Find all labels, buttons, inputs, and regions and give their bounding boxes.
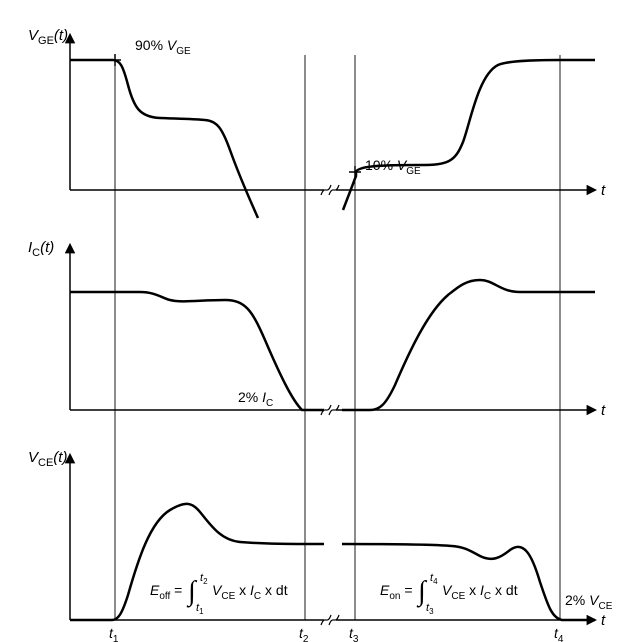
eq-eoff-lhs: Eoff = <box>150 582 182 602</box>
anno-90-vge: 90% VGE <box>135 37 191 57</box>
eq-eoff-lower: t1 <box>196 602 204 616</box>
anno-2-ic: 2% IC <box>238 389 273 409</box>
y-label-vge: VGE(t) <box>28 27 68 47</box>
anno-2-vce: 2% VCE <box>565 592 613 612</box>
x-label-t-3: t <box>601 612 606 629</box>
tick-t3: t3 <box>349 625 359 642</box>
eq-eon-lhs: Eon = <box>380 582 413 602</box>
eq-eon-upper: t4 <box>430 572 438 586</box>
vge-curve-right <box>343 60 595 210</box>
x-label-t-1: t <box>601 182 606 199</box>
eq-eoff-upper: t2 <box>200 572 208 586</box>
tick-t4: t4 <box>554 625 564 642</box>
eq-eoff-body: VCE x IC x dt <box>212 582 288 602</box>
ic-curve-right <box>342 280 595 410</box>
eq-eon-lower: t3 <box>426 602 434 616</box>
ic-curve-left <box>70 292 324 410</box>
y-label-vce: VCE(t) <box>28 449 67 469</box>
eq-eon-body: VCE x IC x dt <box>442 582 518 602</box>
waveform-diagram: VGE(t) IC(t) VCE(t) t t t 90% VGE 10% VGE 2% IC 2… <box>0 0 636 642</box>
x-label-t-2: t <box>601 402 606 419</box>
tick-t2: t2 <box>299 625 309 642</box>
vge-curve-left <box>70 60 258 218</box>
y-label-ic: IC(t) <box>28 239 54 259</box>
tick-t1: t1 <box>109 625 119 642</box>
diagram-container: VGE(t) IC(t) VCE(t) t t t 90% VGE 10% VGE 2% IC 2… <box>0 0 636 642</box>
anno-10-vge: 10% VGE <box>365 157 421 177</box>
